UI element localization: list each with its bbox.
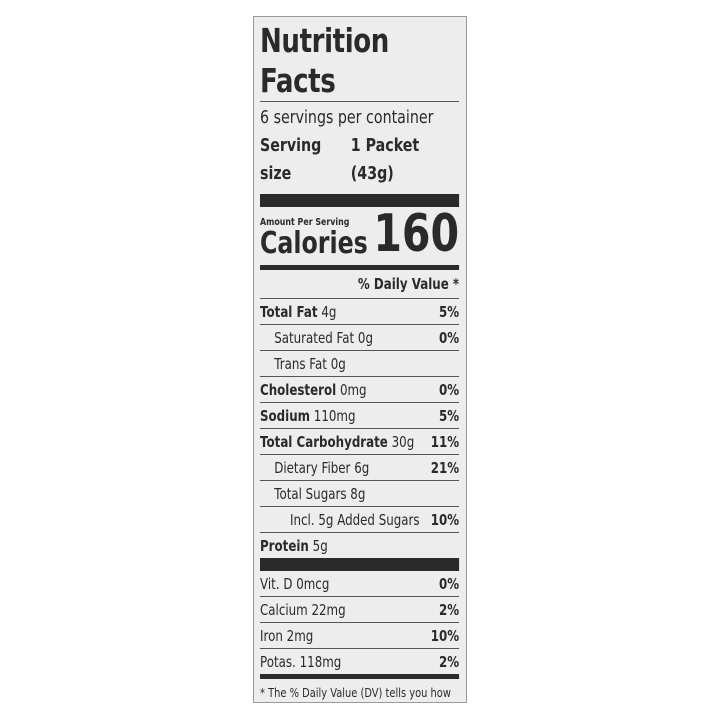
- nutrient-list: Total Fat 4g 5% Saturated Fat 0g 0% Trans Fa…: [260, 298, 460, 558]
- vitamin-amount: 2mg: [286, 626, 314, 645]
- nutrient-name: Total Carbohydrate: [260, 432, 388, 451]
- nutrient-daily-value: 11%: [430, 432, 460, 451]
- nutrient-label: Protein 5g: [260, 537, 328, 555]
- nutrient-row: Dietary Fiber 6g 21%: [260, 454, 460, 480]
- nutrition-facts-label: Nutrition Facts 6 servings per container…: [253, 16, 467, 703]
- footnote: * The % Daily Value (DV) tells you howmu…: [260, 685, 459, 702]
- daily-value-header: % Daily Value *: [357, 275, 460, 293]
- vitamin-amount: 22mg: [311, 600, 346, 619]
- nutrient-label: Cholesterol 0mg: [260, 381, 367, 399]
- calories-label: Calories: [260, 226, 368, 261]
- footnote-line: * The % Daily Value (DV) tells you how: [260, 685, 451, 700]
- calories-row: Calories 160: [260, 207, 459, 261]
- nutrient-daily-value: 21%: [430, 458, 460, 477]
- divider: [260, 101, 460, 102]
- serving-size: Serving size 1 Packet (43g): [260, 132, 459, 188]
- nutrient-row: Saturated Fat 0g 0%: [260, 324, 460, 350]
- nutrient-label: Dietary Fiber 6g: [260, 459, 369, 477]
- nutrient-row: Sodium 110mg 5%: [260, 402, 460, 428]
- nutrient-row: Protein 5g: [260, 532, 460, 558]
- vitamin-name: Calcium: [260, 600, 308, 619]
- nutrient-daily-value: 5%: [438, 406, 460, 425]
- nutrient-row: Total Carbohydrate 30g 11%: [260, 428, 460, 454]
- nutrient-amount: 6g: [354, 458, 370, 477]
- nutrient-label: Sodium 110mg: [260, 407, 355, 425]
- vitamin-name: Vit. D: [260, 574, 293, 593]
- vitamin-row: Potas. 118mg 2%: [260, 648, 460, 674]
- nutrient-amount: 110mg: [313, 406, 356, 425]
- nutrient-label: Saturated Fat 0g: [260, 329, 373, 347]
- nutrient-name: Incl. 5g Added Sugars: [290, 510, 420, 529]
- vitamin-daily-value: 10%: [430, 626, 460, 645]
- vitamin-row: Vit. D 0mcg 0%: [260, 571, 459, 596]
- vitamin-list: Vit. D 0mcg 0% Calcium 22mg 2% Iron 2mg 10% Po…: [260, 571, 460, 674]
- nutrient-amount: 8g: [350, 484, 366, 503]
- nutrient-amount: 30g: [391, 432, 415, 451]
- vitamin-label: Iron 2mg: [260, 627, 313, 645]
- nutrient-name: Total Fat: [260, 302, 318, 321]
- vitamin-amount: 0mcg: [296, 574, 330, 593]
- nutrient-amount: 0g: [357, 328, 374, 347]
- medium-divider: [260, 674, 460, 679]
- nutrient-row: Trans Fat 0g: [260, 350, 460, 376]
- vitamin-amount: 118mg: [299, 652, 342, 671]
- nutrient-label: Total Carbohydrate 30g: [260, 433, 414, 451]
- serving-size-label: Serving size: [260, 135, 322, 184]
- nutrient-label: Total Sugars 8g: [260, 485, 365, 503]
- calories-value: 160: [373, 204, 460, 264]
- nutrient-row: Total Sugars 8g: [260, 480, 460, 506]
- nutrient-name: Sodium: [260, 406, 311, 425]
- nutrient-name: Dietary Fiber: [274, 458, 351, 477]
- nutrient-name: Saturated Fat: [274, 328, 355, 347]
- footnote-line: much a nutrient in a serving of food: [260, 700, 456, 702]
- nutrient-daily-value: 0%: [438, 328, 460, 347]
- nutrient-label: Incl. 5g Added Sugars: [260, 511, 420, 529]
- nutrient-name: Total Sugars: [274, 484, 347, 503]
- vitamin-label: Potas. 118mg: [260, 653, 341, 671]
- nutrient-row: Cholesterol 0mg 0%: [260, 376, 460, 402]
- nutrient-amount: 5g: [312, 536, 328, 555]
- nutrient-row: Incl. 5g Added Sugars 10%: [260, 506, 460, 532]
- nutrient-name: Protein: [260, 536, 309, 555]
- label-title: Nutrition Facts: [260, 21, 389, 100]
- nutrient-name: Trans Fat: [274, 354, 327, 373]
- nutrient-daily-value: 5%: [438, 302, 460, 321]
- nutrient-label: Trans Fat 0g: [260, 355, 346, 373]
- nutrient-row: Total Fat 4g 5%: [260, 298, 460, 324]
- vitamin-label: Vit. D 0mcg: [260, 575, 329, 593]
- vitamin-daily-value: 2%: [438, 652, 460, 671]
- vitamin-daily-value: 2%: [438, 600, 460, 619]
- vitamin-label: Calcium 22mg: [260, 601, 346, 619]
- thick-divider: [260, 558, 460, 571]
- nutrient-amount: 0g: [330, 354, 346, 373]
- nutrient-label: Total Fat 4g: [260, 303, 336, 321]
- nutrient-daily-value: 0%: [438, 380, 460, 399]
- nutrient-amount: 0mg: [339, 380, 367, 399]
- vitamin-row: Calcium 22mg 2%: [260, 596, 460, 622]
- thick-divider: [260, 194, 460, 207]
- medium-divider: [260, 265, 460, 270]
- vitamin-daily-value: 0%: [438, 574, 460, 593]
- vitamin-row: Iron 2mg 10%: [260, 622, 460, 648]
- vitamin-name: Potas.: [260, 652, 296, 671]
- servings-per-container: 6 servings per container: [260, 107, 434, 128]
- nutrient-name: Cholesterol: [260, 380, 337, 399]
- serving-size-value: 1 Packet (43g): [350, 135, 420, 184]
- amount-per-serving: Amount Per Serving: [260, 217, 350, 228]
- nutrient-daily-value: 10%: [430, 510, 460, 529]
- nutrient-amount: 4g: [321, 302, 337, 321]
- vitamin-name: Iron: [260, 626, 283, 645]
